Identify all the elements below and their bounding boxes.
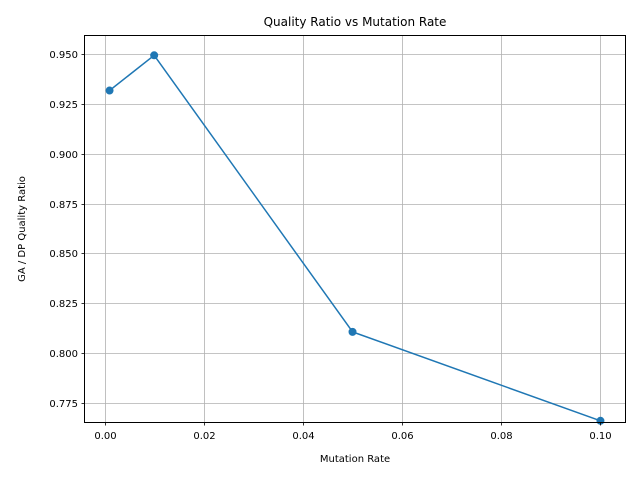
x-tick-label: 0.10 xyxy=(589,431,611,442)
series-line-layer xyxy=(109,54,601,422)
y-tick-label: 0.775 xyxy=(49,399,78,410)
x-tick-label: 0.06 xyxy=(391,431,413,442)
y-tick-label: 0.850 xyxy=(49,249,78,260)
y-tick-label: 0.900 xyxy=(49,150,78,161)
y-tick-label: 0.800 xyxy=(49,349,78,360)
data-point xyxy=(150,51,159,60)
series-line xyxy=(109,54,601,422)
x-axis-ticks: 0.00 0.02 0.04 0.06 0.08 0.10 xyxy=(94,422,612,442)
y-tick-label: 0.875 xyxy=(49,200,78,211)
data-point xyxy=(105,86,114,95)
x-axis-label: Mutation Rate xyxy=(320,454,390,465)
series-markers xyxy=(105,51,605,425)
chart-title: Quality Ratio vs Mutation Rate xyxy=(264,15,447,29)
x-tick-label: 0.02 xyxy=(193,431,215,442)
grid-lines xyxy=(85,36,625,422)
x-tick-label: 0.08 xyxy=(490,431,512,442)
plot-frame xyxy=(84,35,626,423)
data-point xyxy=(348,327,357,336)
y-tick-label: 0.925 xyxy=(49,100,78,111)
x-tick-label: 0.04 xyxy=(292,431,314,442)
y-tick-label: 0.825 xyxy=(49,299,78,310)
y-tick-label: 0.950 xyxy=(49,50,78,61)
y-axis-ticks: 0.775 0.800 0.825 0.850 0.875 0.900 0.925 0.950 xyxy=(49,50,85,410)
x-tick-label: 0.00 xyxy=(94,431,116,442)
y-axis-label: GA / DP Quality Ratio xyxy=(17,176,28,282)
